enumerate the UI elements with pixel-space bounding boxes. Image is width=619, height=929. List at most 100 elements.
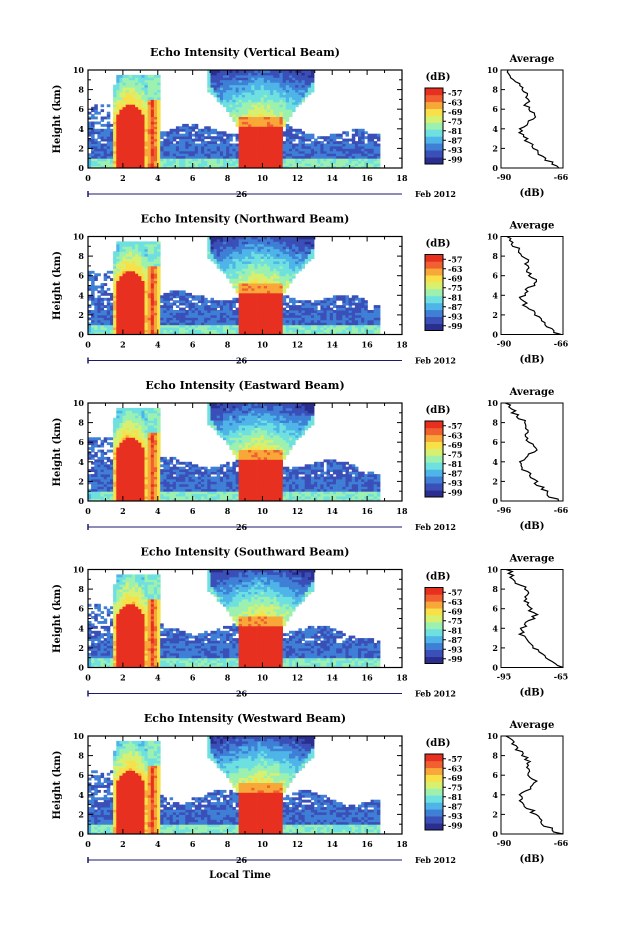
heatmap-cell bbox=[351, 138, 356, 142]
heatmap-cell bbox=[307, 322, 312, 326]
heatmap-cell bbox=[292, 109, 296, 113]
heatmap-cell bbox=[270, 145, 274, 149]
heatmap-cell bbox=[270, 126, 274, 130]
heatmap-cell bbox=[147, 150, 152, 154]
heatmap-cell bbox=[301, 248, 305, 252]
heatmap-cell bbox=[263, 297, 268, 301]
heatmap-cell bbox=[106, 138, 111, 142]
heatmap-cell bbox=[157, 265, 161, 269]
heatmap-cell bbox=[241, 322, 246, 326]
heatmap-cell bbox=[267, 314, 271, 318]
heatmap-cell bbox=[260, 270, 265, 274]
heatmap-cell bbox=[197, 158, 202, 162]
heatmap-cell bbox=[144, 163, 148, 166]
heatmap-cell bbox=[197, 160, 202, 164]
heatmap-cell bbox=[119, 300, 123, 304]
heatmap-cell bbox=[251, 141, 255, 144]
heatmap-cell bbox=[153, 256, 158, 259]
heatmap-cell bbox=[263, 287, 268, 291]
heatmap-cell bbox=[213, 248, 218, 252]
heatmap-cell bbox=[128, 307, 133, 311]
heatmap-cell bbox=[367, 329, 371, 333]
heatmap-cell bbox=[100, 290, 105, 294]
heatmap-cell bbox=[285, 332, 290, 335]
heatmap-cell bbox=[128, 290, 133, 294]
heatmap-cell bbox=[289, 141, 293, 144]
heatmap-cell bbox=[301, 263, 305, 267]
heatmap-cell bbox=[125, 106, 130, 110]
heatmap-cell bbox=[235, 253, 240, 257]
heatmap-cell bbox=[216, 79, 221, 83]
heatmap-cell bbox=[138, 109, 142, 113]
heatmap-cell bbox=[301, 236, 305, 240]
heatmap-cell bbox=[188, 305, 192, 308]
heatmap-cell bbox=[110, 153, 114, 157]
heatmap-cell bbox=[235, 243, 240, 247]
heatmap-cell bbox=[216, 300, 221, 304]
heatmap-cell bbox=[292, 155, 296, 159]
heatmap-cell bbox=[267, 106, 271, 110]
heatmap-cell bbox=[157, 243, 161, 247]
heatmap-cell bbox=[135, 283, 139, 286]
heatmap-cell bbox=[263, 283, 268, 286]
heatmap-cell bbox=[301, 246, 305, 250]
heatmap-cell bbox=[147, 314, 152, 318]
heatmap-cell bbox=[235, 121, 240, 125]
heatmap-cell bbox=[254, 310, 258, 313]
heatmap-cell bbox=[270, 275, 274, 279]
x-tick-label: 16 bbox=[362, 173, 374, 183]
heatmap-cell bbox=[320, 310, 324, 313]
heatmap-cell bbox=[304, 155, 309, 159]
heatmap-cell bbox=[251, 268, 255, 272]
heatmap-cell bbox=[342, 143, 346, 147]
heatmap-cell bbox=[113, 290, 117, 294]
heatmap-cell bbox=[336, 327, 340, 330]
heatmap-cell bbox=[301, 300, 305, 304]
colorbar-swatch bbox=[425, 94, 443, 103]
heatmap-cell bbox=[282, 131, 287, 135]
heatmap-cell bbox=[210, 92, 214, 95]
heatmap-cell bbox=[329, 332, 334, 335]
heatmap-cell bbox=[273, 119, 277, 122]
heatmap-cell bbox=[310, 160, 315, 164]
heatmap-cell bbox=[185, 126, 189, 130]
heatmap-cell bbox=[179, 143, 183, 147]
heatmap-cell bbox=[91, 270, 95, 274]
heatmap-cell bbox=[207, 329, 211, 333]
heatmap-cell bbox=[267, 94, 271, 98]
heatmap-cell bbox=[307, 165, 312, 169]
heatmap-cell bbox=[235, 82, 240, 86]
heatmap-cell bbox=[213, 329, 218, 333]
heatmap-cell bbox=[285, 324, 290, 328]
heatmap-cell bbox=[295, 143, 299, 147]
heatmap-cell bbox=[100, 332, 105, 335]
heatmap-cell bbox=[157, 89, 161, 93]
heatmap-cell bbox=[94, 329, 98, 333]
heatmap-cell bbox=[132, 114, 136, 117]
heatmap-cell bbox=[135, 133, 139, 137]
heatmap-cell bbox=[128, 268, 133, 272]
heatmap-cell bbox=[138, 305, 142, 308]
heatmap-cell bbox=[210, 74, 214, 78]
heatmap-cell bbox=[304, 236, 309, 240]
heatmap-cell bbox=[307, 243, 312, 247]
heatmap-cell bbox=[270, 305, 274, 308]
heatmap-cell bbox=[138, 290, 142, 294]
heatmap-cell bbox=[282, 270, 287, 274]
heatmap-cell bbox=[144, 92, 148, 95]
heatmap-cell bbox=[336, 319, 340, 323]
heatmap-cell bbox=[292, 302, 296, 306]
heatmap-cell bbox=[248, 128, 252, 132]
heatmap-cell bbox=[113, 310, 117, 313]
heatmap-cell bbox=[216, 305, 221, 308]
heatmap-cell bbox=[110, 150, 114, 154]
heatmap-cell bbox=[128, 123, 133, 127]
heatmap-cell bbox=[135, 297, 139, 301]
heatmap-cell bbox=[94, 111, 98, 115]
heatmap-cell bbox=[260, 263, 265, 267]
heatmap-cell bbox=[267, 138, 271, 142]
heatmap-cell bbox=[279, 312, 283, 316]
heatmap-cell bbox=[194, 165, 199, 169]
heatmap-cell bbox=[141, 138, 145, 142]
heatmap-cell bbox=[160, 153, 164, 157]
